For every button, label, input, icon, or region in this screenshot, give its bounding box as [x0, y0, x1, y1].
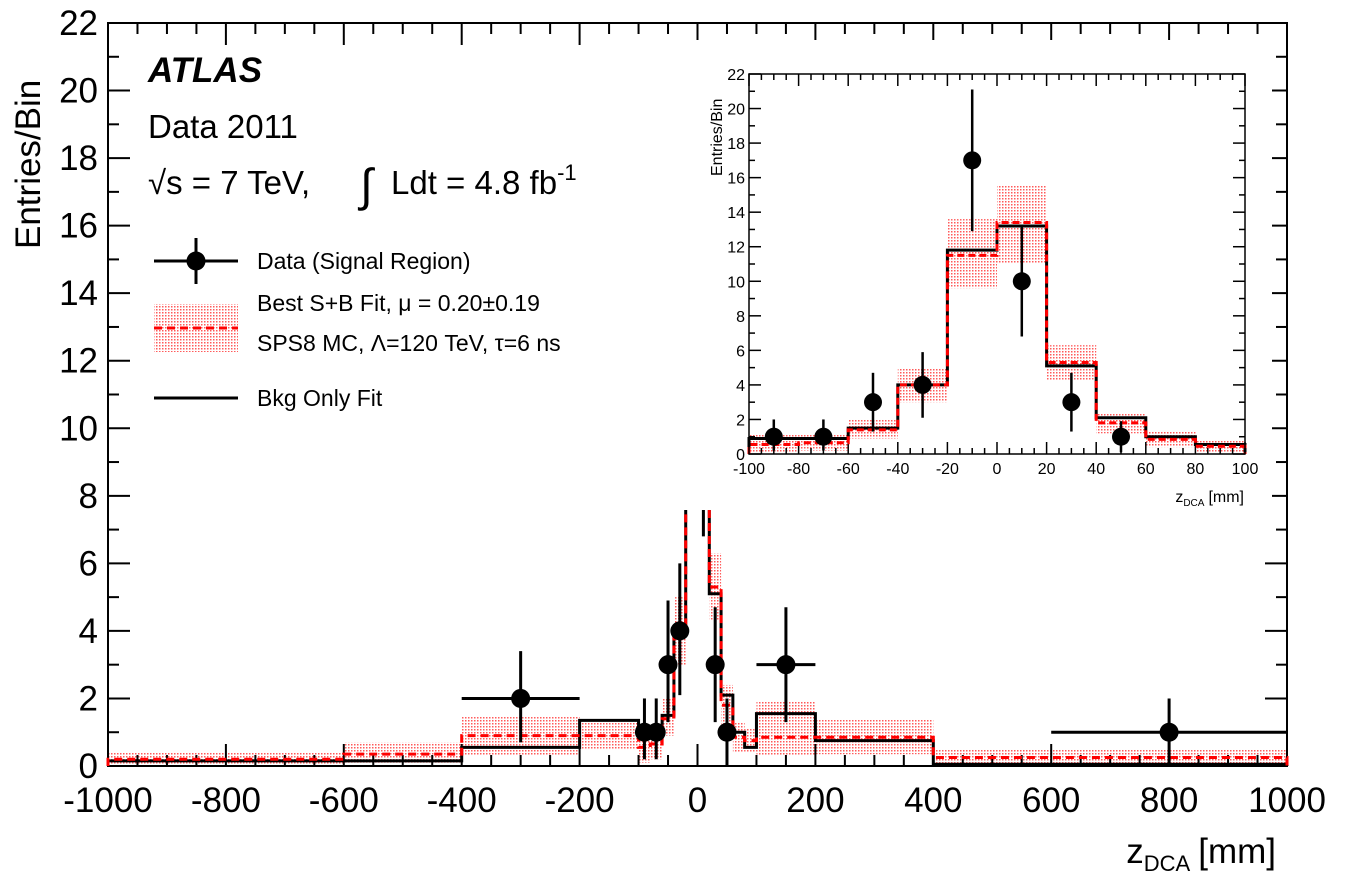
y-tick-label: 12 [59, 342, 98, 381]
data-point [963, 89, 982, 232]
data-point [1051, 698, 1287, 766]
y-tick-label: 10 [727, 274, 745, 291]
y-tick-label: 2 [736, 412, 745, 429]
x-tick-label: -200 [545, 781, 615, 820]
inset-x-tick-labels: -100 -80 -60 -40 -20 0 20 40 60 80 100 [733, 461, 1258, 478]
y-tick-label: 0 [79, 747, 98, 786]
x-tick-label: -60 [837, 461, 860, 478]
x-tick-label: -600 [309, 781, 379, 820]
legend-label-sb-fit: Best S+B Fit, μ = 0.20±0.19 [257, 290, 540, 316]
legend-label-sps8: SPS8 MC, Λ=120 TeV, τ=6 ns [257, 330, 561, 356]
x-tick-label: 600 [1022, 781, 1080, 820]
y-tick-label: 14 [59, 274, 98, 313]
data-point [913, 352, 932, 418]
legend-label-bkg: Bkg Only Fit [257, 385, 383, 411]
y-tick-label: 16 [727, 171, 745, 188]
y-tick-label: 0 [736, 447, 745, 464]
y-tick-label: 4 [736, 378, 745, 395]
main-y-tick-labels: 0 2 4 6 8 10 12 14 16 18 20 22 [59, 4, 98, 786]
y-tick-label: 10 [59, 409, 98, 448]
y-tick-label: 16 [59, 207, 98, 246]
x-tick-label: -1000 [63, 781, 153, 820]
data-point [670, 563, 690, 696]
y-tick-label: 22 [727, 67, 745, 84]
data-point [717, 698, 737, 766]
y-tick-label: 20 [59, 72, 98, 111]
y-tick-label: 2 [79, 679, 98, 718]
sb-band-bin [744, 728, 757, 753]
data-point [814, 419, 833, 451]
legend-marker-sb-band [154, 304, 238, 352]
inset-y-tick-labels: 0 2 4 6 8 10 12 14 16 18 20 22 [727, 67, 745, 464]
inset-y-axis-title: Entries/Bin [709, 99, 726, 176]
y-tick-label: 6 [79, 544, 98, 583]
svg-text:∫: ∫ [357, 159, 375, 211]
inset-x-axis-title: zDCA [mm] [1175, 489, 1244, 509]
y-tick-label: 8 [736, 309, 745, 326]
x-tick-label: -20 [936, 461, 959, 478]
data-point [764, 419, 783, 451]
inset-data-points [764, 89, 1130, 453]
x-axis-title: zDCA [mm] [1126, 832, 1276, 876]
x-tick-label: 800 [1140, 781, 1198, 820]
data-point [461, 651, 580, 743]
sb-band-bin [815, 718, 934, 755]
x-tick-label: 400 [904, 781, 962, 820]
legend: Data (Signal Region) Best S+B Fit, μ = 0… [154, 238, 561, 411]
y-tick-label: 18 [59, 139, 98, 178]
data-point [1012, 226, 1031, 337]
x-tick-label: -400 [427, 781, 497, 820]
sb-band-bin [579, 718, 639, 750]
x-tick-label: -100 [733, 461, 765, 478]
svg-text:Ldt = 4.8 fb-1: Ldt = 4.8 fb-1 [391, 160, 577, 201]
y-tick-label: 12 [727, 240, 745, 257]
inset-best-sb-fit-line [747, 221, 1247, 454]
y-tick-label: 18 [727, 136, 745, 153]
y-tick-label: 8 [79, 477, 98, 516]
inset-plot-frame [748, 73, 1246, 455]
y-tick-label: 4 [79, 612, 98, 651]
inset-plot: -100 -80 -60 -40 -20 0 20 40 60 80 100 0 2 4 6 8 10 12 14… [668, 40, 1272, 510]
data-point [646, 698, 666, 760]
energy-lumi-label: √s = 7 TeV, ∫ Ldt = 4.8 fb-1 [148, 159, 577, 211]
x-tick-label: 0 [688, 781, 707, 820]
x-tick-label: 40 [1087, 461, 1105, 478]
x-tick-label: -800 [191, 781, 261, 820]
svg-text:√s = 7 TeV,: √s = 7 TeV, [148, 164, 310, 201]
x-tick-label: 80 [1187, 461, 1205, 478]
data-point [864, 372, 882, 432]
x-tick-label: -80 [787, 461, 810, 478]
dataset-label: Data 2011 [148, 108, 298, 145]
data-point [658, 600, 678, 723]
x-tick-label: -40 [886, 461, 909, 478]
data-point [756, 607, 816, 723]
sb-band-bin [732, 722, 745, 753]
data-point [1112, 421, 1130, 453]
y-axis-title: Entries/Bin [9, 80, 48, 249]
x-tick-label: 60 [1137, 461, 1155, 478]
main-x-tick-labels: -1000 -800 -600 -400 -200 0 200 400 600 800 1000 [63, 781, 1326, 820]
y-tick-label: 6 [736, 343, 745, 360]
legend-marker-data [154, 238, 238, 284]
x-tick-label: 20 [1038, 461, 1056, 478]
y-tick-label: 20 [727, 102, 745, 119]
x-tick-label: 1000 [1248, 781, 1326, 820]
y-tick-label: 22 [59, 4, 98, 43]
x-tick-label: 0 [993, 461, 1002, 478]
atlas-label: ATLAS [147, 51, 262, 90]
x-tick-label: 200 [786, 781, 844, 820]
data-point [705, 607, 725, 723]
y-tick-label: 14 [727, 205, 745, 222]
legend-label-data: Data (Signal Region) [257, 248, 471, 274]
x-tick-label: 100 [1232, 461, 1259, 478]
data-point [1062, 372, 1081, 432]
